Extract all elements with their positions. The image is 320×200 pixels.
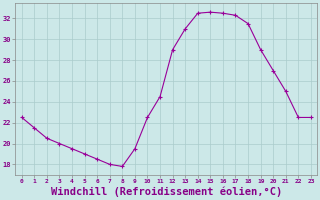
X-axis label: Windchill (Refroidissement éolien,°C): Windchill (Refroidissement éolien,°C): [51, 187, 282, 197]
